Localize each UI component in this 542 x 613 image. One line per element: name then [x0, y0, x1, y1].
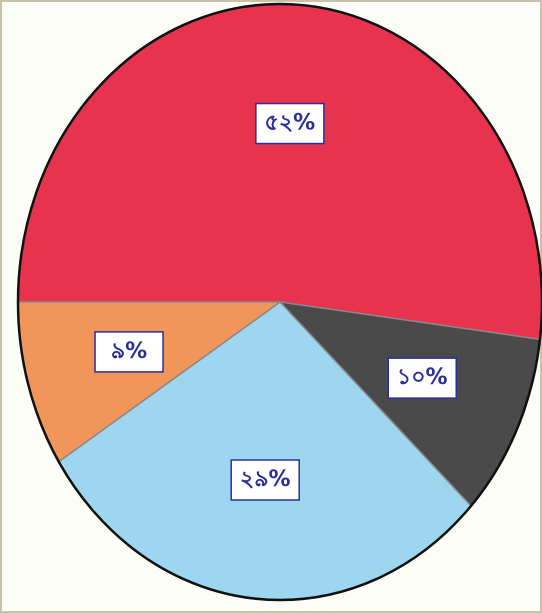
value-label: ১০%: [397, 365, 448, 390]
value-label: ২৯%: [240, 467, 291, 492]
chart: ৫২% ১০% ২৯% ৯%: [0, 0, 542, 613]
value-label: ৯%: [111, 339, 147, 364]
value-label: ৫২%: [265, 111, 316, 136]
